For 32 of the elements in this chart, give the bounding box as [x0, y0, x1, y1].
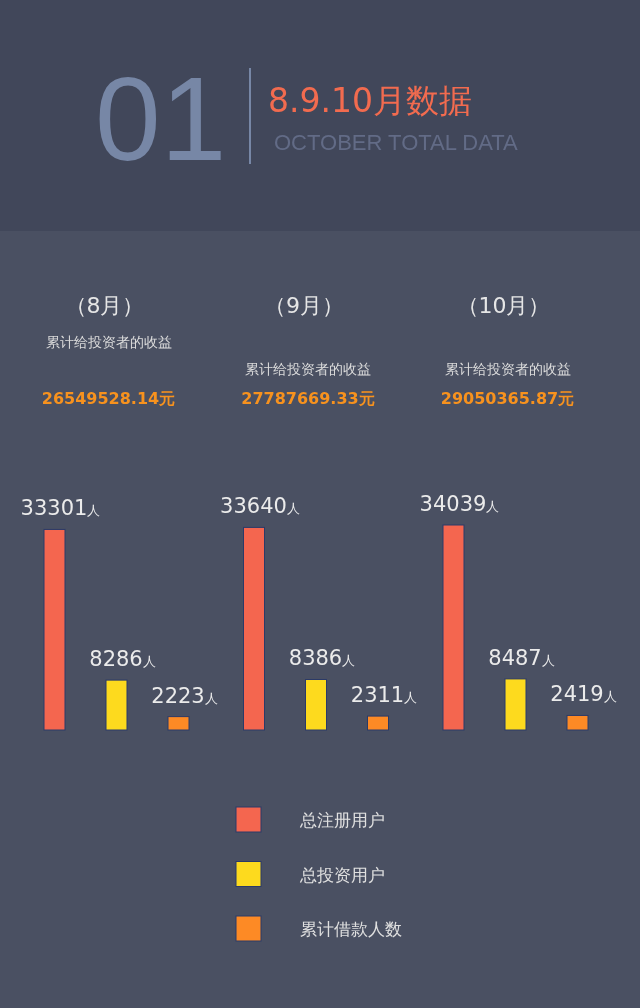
data-label: 34039人: [419, 492, 500, 516]
text: 累计给投资者的收益: [45, 334, 172, 350]
x-tick-label: （10月）: [456, 293, 551, 318]
chart-title: 8.9.10月数据: [268, 81, 472, 120]
bar: [504, 678, 527, 731]
bar: [305, 679, 327, 731]
text: 01: [95, 53, 227, 185]
bar: [105, 679, 128, 731]
x-tick-label: （9月）: [264, 293, 344, 318]
bar: [442, 524, 465, 731]
x-tick-label: （8月）: [64, 293, 145, 318]
bar: [367, 715, 389, 731]
text: 26549528.14元: [41, 389, 176, 408]
data-label: 2223人: [151, 683, 218, 708]
data-label: 8286人: [89, 647, 156, 672]
text: 29050365.87元: [440, 389, 575, 408]
data-label: 2311人: [350, 683, 418, 708]
legend-label: 总注册用户: [299, 810, 385, 830]
bar: [43, 528, 66, 731]
text: 累计给投资者的收益: [245, 361, 371, 377]
bar: [566, 714, 589, 731]
legend-label: 总投资用户: [299, 864, 385, 885]
text: 累计给投资者的收益: [444, 361, 571, 377]
data-label: 33301人: [20, 496, 101, 521]
text: 27787669.33元: [241, 389, 375, 408]
data-label: 8386人: [288, 646, 356, 671]
legend-label: 累计借款人数: [300, 919, 402, 939]
data-label: 8487人: [488, 645, 555, 670]
data-label: 2419人: [550, 682, 617, 707]
bar: [243, 526, 265, 731]
bar: [167, 716, 190, 731]
data-label: 33640人: [220, 494, 300, 519]
